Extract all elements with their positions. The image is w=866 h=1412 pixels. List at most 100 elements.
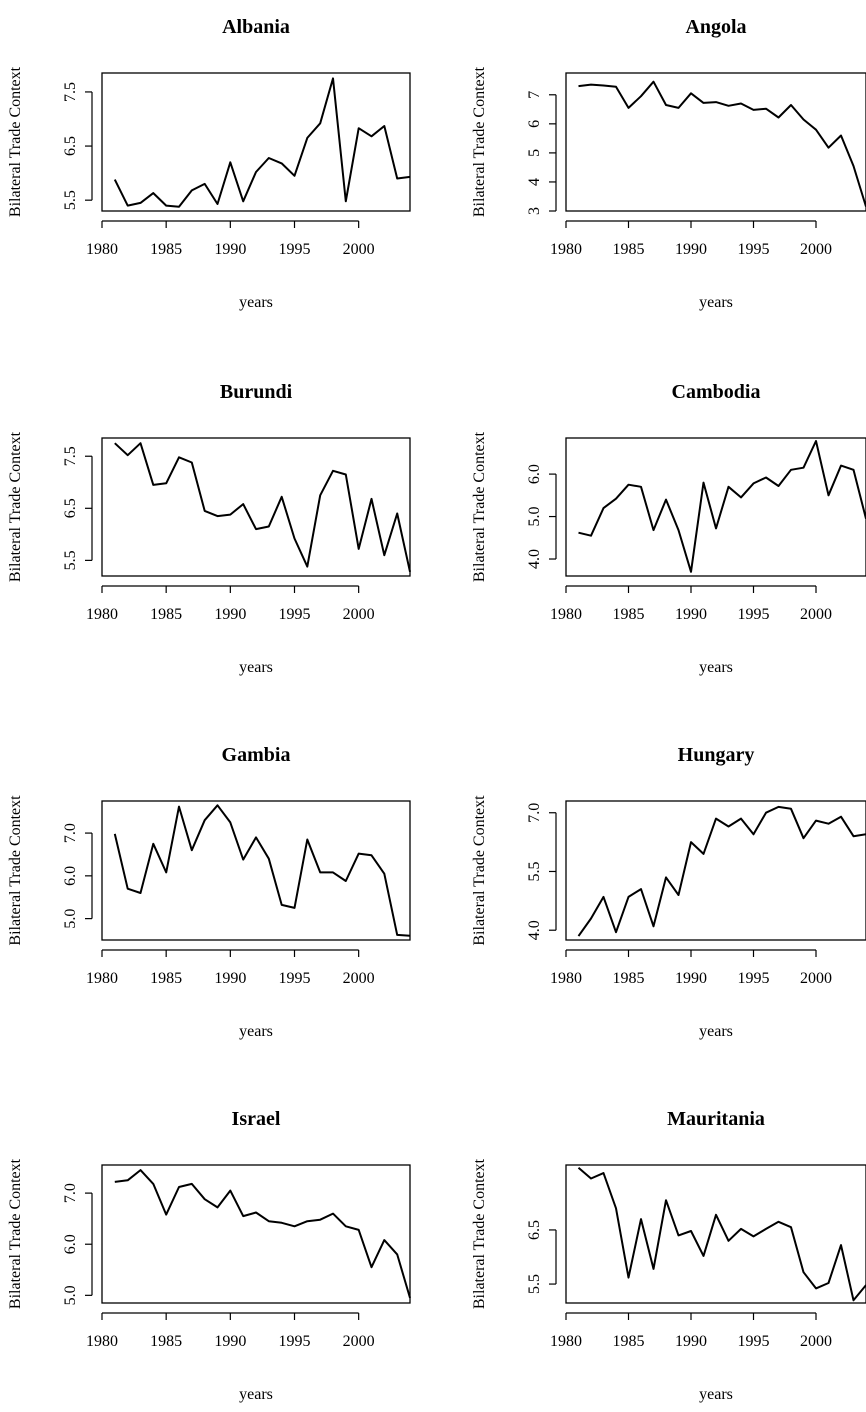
data-point bbox=[204, 510, 206, 512]
y-tick-label: 6 bbox=[526, 120, 543, 128]
data-point bbox=[715, 1214, 717, 1216]
data-point bbox=[242, 200, 244, 202]
data-point bbox=[590, 1178, 592, 1180]
data-point bbox=[578, 85, 580, 87]
y-tick-label: 7.0 bbox=[62, 1183, 79, 1203]
y-tick-label: 5.0 bbox=[62, 1285, 79, 1305]
data-point bbox=[229, 514, 231, 516]
data-point bbox=[578, 532, 580, 534]
panel-burundi: Burundi 1980 1985 1990 1995 2000 5.5 6.5 7.5 year… bbox=[7, 381, 411, 676]
x-tick-label: 1985 bbox=[150, 241, 182, 258]
data-point bbox=[396, 513, 398, 515]
data-point bbox=[345, 200, 347, 202]
data-point bbox=[840, 134, 842, 136]
data-point bbox=[840, 1244, 842, 1246]
data-point bbox=[690, 92, 692, 94]
chart-title: Burundi bbox=[220, 381, 293, 403]
data-point bbox=[790, 1226, 792, 1228]
data-point bbox=[281, 162, 283, 164]
data-point bbox=[853, 835, 855, 837]
data-point bbox=[409, 1297, 411, 1299]
data-point bbox=[740, 1228, 742, 1230]
x-tick-label: 2000 bbox=[343, 970, 375, 987]
x-tick-label: 1990 bbox=[675, 606, 707, 623]
x-tick-label: 2000 bbox=[800, 970, 832, 987]
series-line-israel bbox=[114, 1169, 411, 1299]
data-point bbox=[114, 833, 116, 835]
data-point bbox=[165, 205, 167, 207]
data-point bbox=[204, 183, 206, 185]
data-point bbox=[603, 1172, 605, 1174]
data-point bbox=[383, 554, 385, 556]
x-axis-label: years bbox=[699, 1023, 733, 1040]
x-axis-label: years bbox=[239, 1023, 273, 1040]
data-point bbox=[753, 109, 755, 111]
data-point bbox=[229, 161, 231, 163]
data-point bbox=[371, 135, 373, 137]
x-tick-label: 1985 bbox=[150, 1333, 182, 1350]
data-point bbox=[728, 486, 730, 488]
data-point bbox=[281, 1222, 283, 1224]
plot-frame bbox=[101, 800, 411, 941]
data-point bbox=[815, 440, 817, 442]
data-point bbox=[753, 482, 755, 484]
data-point bbox=[383, 873, 385, 875]
series-line-angola bbox=[578, 80, 866, 207]
data-point bbox=[191, 1183, 193, 1185]
data-point bbox=[778, 485, 780, 487]
x-axis-label: years bbox=[699, 1386, 733, 1403]
y-tick-label: 5.5 bbox=[62, 190, 79, 210]
y-tick-label: 4 bbox=[526, 178, 543, 186]
data-point bbox=[409, 571, 411, 573]
data-point bbox=[242, 503, 244, 505]
data-point bbox=[828, 823, 830, 825]
data-point bbox=[294, 538, 296, 540]
y-axis-label: Bilateral Trade Context bbox=[7, 795, 24, 946]
data-point bbox=[165, 871, 167, 873]
data-point bbox=[127, 1179, 129, 1181]
y-tick-label: 6.5 bbox=[62, 136, 79, 156]
data-point bbox=[268, 157, 270, 159]
data-point bbox=[828, 147, 830, 149]
data-point bbox=[319, 871, 321, 873]
x-tick-label: 2000 bbox=[343, 241, 375, 258]
data-point bbox=[628, 107, 630, 109]
data-point bbox=[332, 1213, 334, 1215]
data-point bbox=[396, 934, 398, 936]
data-point bbox=[165, 1214, 167, 1216]
data-point bbox=[345, 473, 347, 475]
data-point bbox=[114, 442, 116, 444]
data-point bbox=[217, 804, 219, 806]
data-point bbox=[640, 486, 642, 488]
data-point bbox=[371, 854, 373, 856]
y-tick-label: 5 bbox=[526, 149, 543, 157]
data-point bbox=[640, 95, 642, 97]
x-tick-label: 1980 bbox=[550, 970, 582, 987]
x-tick-label: 1980 bbox=[86, 606, 118, 623]
data-point bbox=[127, 205, 129, 207]
x-tick-label: 1990 bbox=[214, 606, 246, 623]
data-point bbox=[765, 476, 767, 478]
chart-title: Israel bbox=[232, 1108, 281, 1130]
y-tick-label: 5.5 bbox=[62, 550, 79, 570]
data-point bbox=[294, 907, 296, 909]
x-axis-label: years bbox=[699, 294, 733, 311]
y-tick-label: 5.0 bbox=[526, 507, 543, 527]
data-point bbox=[615, 498, 617, 500]
data-point bbox=[114, 1181, 116, 1183]
data-point bbox=[815, 129, 817, 131]
chart-title: Hungary bbox=[678, 744, 755, 766]
data-point bbox=[803, 1271, 805, 1273]
data-point bbox=[653, 81, 655, 83]
x-tick-label: 1995 bbox=[279, 1333, 311, 1350]
data-point bbox=[409, 176, 411, 178]
data-point bbox=[204, 819, 206, 821]
y-tick-label: 7.5 bbox=[62, 82, 79, 102]
data-point bbox=[217, 203, 219, 205]
y-tick-label: 7.0 bbox=[62, 823, 79, 843]
data-point bbox=[853, 165, 855, 167]
x-tick-label: 1995 bbox=[279, 241, 311, 258]
data-point bbox=[152, 484, 154, 486]
y-tick-label: 7.5 bbox=[62, 446, 79, 466]
